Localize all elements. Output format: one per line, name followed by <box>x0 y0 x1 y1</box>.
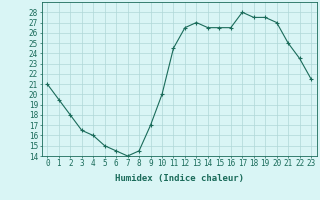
X-axis label: Humidex (Indice chaleur): Humidex (Indice chaleur) <box>115 174 244 183</box>
